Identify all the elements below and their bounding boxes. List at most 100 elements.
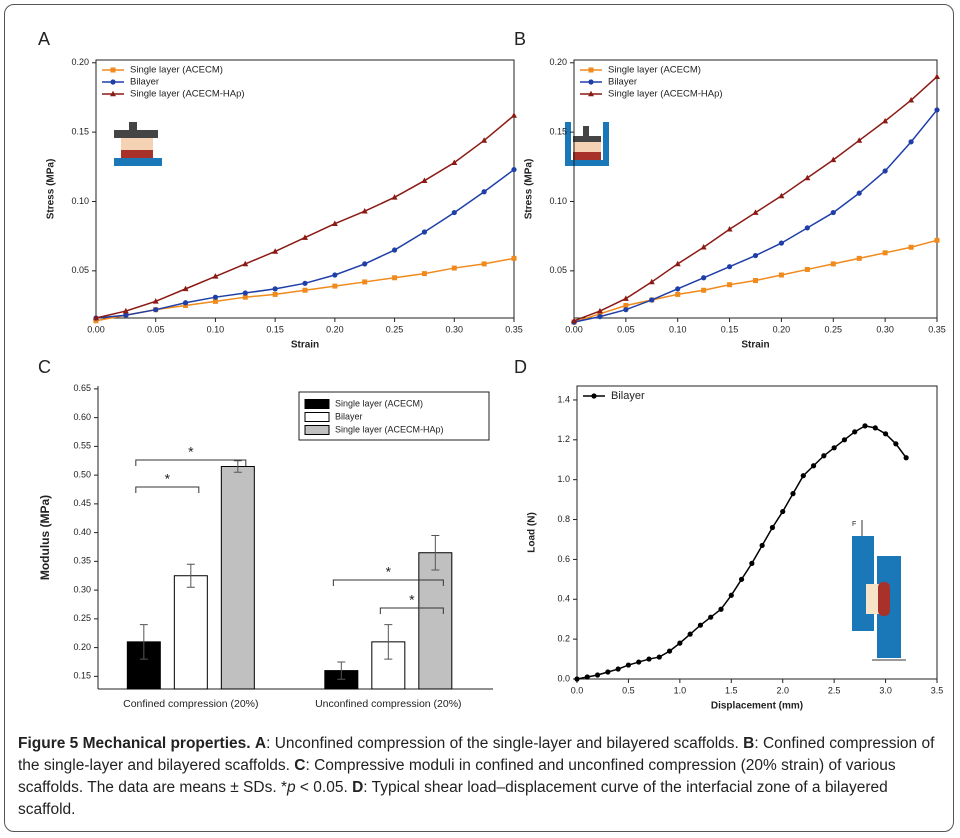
marker <box>242 294 248 300</box>
caption-text2: < 0.05. <box>295 779 348 796</box>
marker <box>852 429 858 435</box>
plot-frame <box>95 59 515 319</box>
marker <box>675 291 681 297</box>
marker <box>636 659 642 665</box>
marker <box>152 298 159 304</box>
significance-star: * <box>409 592 415 608</box>
caption-text: : Confined compression of the single-lay… <box>18 735 935 774</box>
marker <box>451 265 457 271</box>
y-axis-title: Stress (MPa) <box>46 159 57 220</box>
x-tick-label: 0.25 <box>825 324 843 334</box>
marker <box>908 139 914 145</box>
marker <box>908 97 915 103</box>
x-tick-label: 1.0 <box>674 685 687 695</box>
marker <box>571 317 577 324</box>
marker <box>841 437 848 443</box>
significance-star: * <box>165 471 171 487</box>
error-bar <box>431 534 440 571</box>
marker <box>872 425 878 431</box>
marker <box>332 283 338 289</box>
marker <box>831 445 837 451</box>
figure <box>4 4 954 832</box>
marker <box>361 207 368 214</box>
inset-b <box>565 122 609 166</box>
y-tick-label: 0.55 <box>73 441 91 451</box>
charts: F A 0.05 0.10 0.15 0.20 Stress (MPa) 0.00 0.05 0… <box>38 29 946 712</box>
marker <box>675 286 681 292</box>
caption-items: A: Unconfined compression of the single-… <box>18 735 934 818</box>
legend-label: Single layer (ACECM) <box>130 65 223 76</box>
error-bar <box>139 624 148 660</box>
x-tick-label: 1.5 <box>725 685 738 695</box>
legend-label: Bilayer <box>608 77 637 88</box>
marker <box>821 453 827 459</box>
x-tick-label: 0.30 <box>446 324 464 334</box>
panel-label: D <box>514 357 527 377</box>
marker <box>110 67 116 73</box>
marker <box>753 278 758 284</box>
marker <box>728 592 734 598</box>
series-line <box>573 109 938 323</box>
significance-bracket <box>135 459 247 466</box>
marker <box>778 192 785 199</box>
marker <box>656 654 662 660</box>
marker <box>332 272 338 278</box>
legend-label: Single layer (ACECM) <box>608 65 701 76</box>
error-bar <box>384 624 393 660</box>
svg-text:F: F <box>852 521 856 528</box>
marker <box>451 209 457 216</box>
marker <box>481 261 487 267</box>
x-tick-label: 3.0 <box>879 685 892 695</box>
inset-d: F <box>852 520 906 661</box>
marker <box>93 314 99 321</box>
x-tick-label: 0.25 <box>386 324 404 334</box>
marker <box>778 240 785 246</box>
y-tick-label: 0.65 <box>73 383 91 393</box>
marker <box>588 67 594 73</box>
x-tick-label: Confined compression (20%) <box>123 698 258 710</box>
x-tick-label: 0.10 <box>207 324 225 334</box>
marker <box>648 278 655 285</box>
marker <box>903 455 909 461</box>
caption: Figure 5 Mechanical properties. A: Uncon… <box>18 733 943 821</box>
marker <box>687 631 693 637</box>
marker <box>778 272 784 278</box>
y-tick-label: 0.45 <box>73 498 91 508</box>
bar <box>418 552 453 690</box>
legend-label: Bilayer <box>335 411 363 421</box>
marker <box>908 244 914 250</box>
y-tick-label: 0.40 <box>73 527 91 537</box>
marker <box>769 524 776 531</box>
legend-label: Bilayer <box>130 77 159 88</box>
marker <box>649 297 655 303</box>
y-tick-label: 0.6 <box>557 554 570 564</box>
legend-swatch <box>304 412 330 422</box>
marker <box>701 287 707 293</box>
marker <box>697 622 704 628</box>
x-tick-label: 0.30 <box>876 324 894 334</box>
marker <box>110 79 116 85</box>
marker <box>451 159 458 165</box>
marker <box>421 177 428 183</box>
y-tick-label: 1.4 <box>557 394 570 404</box>
marker <box>856 137 863 143</box>
marker <box>331 220 338 226</box>
significance-bracket <box>379 607 444 614</box>
x-tick-label: 0.35 <box>505 324 523 334</box>
y-tick-label: 0.8 <box>557 514 570 524</box>
y-tick-label: 0.05 <box>71 265 89 275</box>
marker <box>625 662 632 668</box>
caption-text: : Typical shear load–displacement curve … <box>18 779 888 818</box>
marker <box>272 291 278 297</box>
x-axis-title: Strain <box>291 340 319 351</box>
marker <box>830 156 837 163</box>
marker <box>594 672 601 678</box>
marker <box>677 640 683 646</box>
caption-text: : Unconfined compression of the single-l… <box>266 735 739 752</box>
legend-label: Bilayer <box>611 390 645 402</box>
marker <box>584 674 590 680</box>
marker <box>882 117 889 124</box>
marker <box>392 275 398 281</box>
caption-label: A <box>254 735 267 752</box>
bar <box>173 575 208 690</box>
